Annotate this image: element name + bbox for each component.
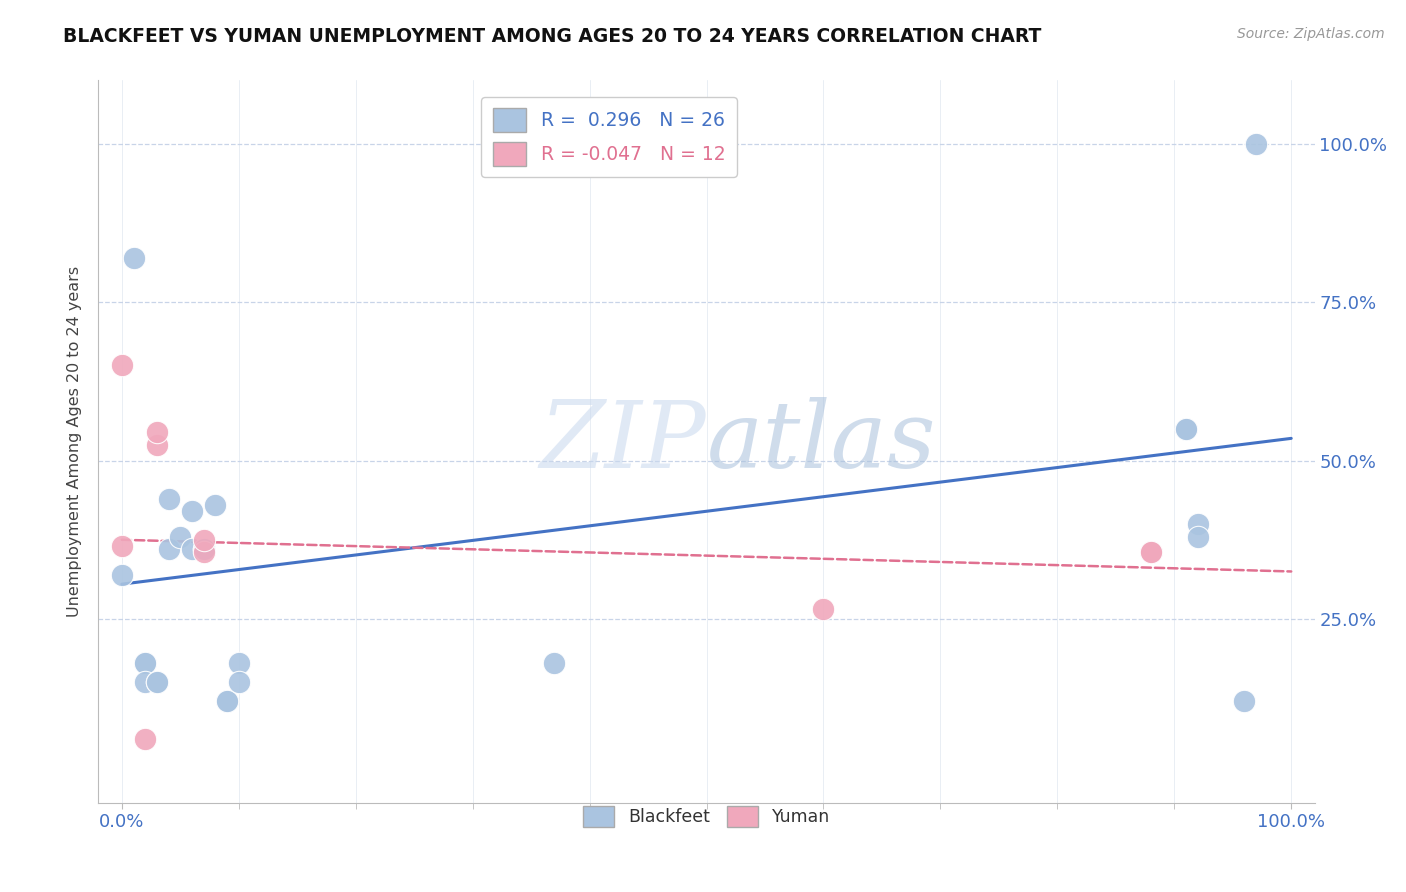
Point [1175,422,1198,436]
Point [215,694,238,708]
Point [543,657,565,671]
Point [1140,545,1163,559]
Point [146,675,169,690]
Point [1140,545,1163,559]
Point [157,542,180,557]
Text: atlas: atlas [707,397,936,486]
Point [146,438,169,452]
Point [1244,136,1267,151]
Point [181,504,204,518]
Point [169,530,191,544]
Point [134,657,156,671]
Point [1140,545,1163,559]
Point [111,567,134,582]
Point [1140,545,1163,559]
Point [228,657,250,671]
Point [193,542,215,557]
Y-axis label: Unemployment Among Ages 20 to 24 years: Unemployment Among Ages 20 to 24 years [66,266,82,617]
Point [134,657,156,671]
Point [146,425,169,439]
Point [134,675,156,690]
Text: BLACKFEET VS YUMAN UNEMPLOYMENT AMONG AGES 20 TO 24 YEARS CORRELATION CHART: BLACKFEET VS YUMAN UNEMPLOYMENT AMONG AG… [63,27,1042,45]
Point [813,602,835,616]
Point [228,675,250,690]
Point [111,359,134,373]
Point [215,694,238,708]
Point [193,545,215,559]
Point [122,251,145,265]
Legend: Blackfeet, Yuman: Blackfeet, Yuman [575,799,838,834]
Point [181,542,204,557]
Point [146,675,169,690]
Point [1187,530,1209,544]
Text: ZIP: ZIP [540,397,707,486]
Point [1187,516,1209,531]
Point [111,539,134,553]
Point [1175,422,1198,436]
Point [134,732,156,747]
Point [1233,694,1256,708]
Point [193,542,215,557]
Text: Source: ZipAtlas.com: Source: ZipAtlas.com [1237,27,1385,41]
Point [157,491,180,506]
Point [193,533,215,547]
Point [204,498,226,512]
